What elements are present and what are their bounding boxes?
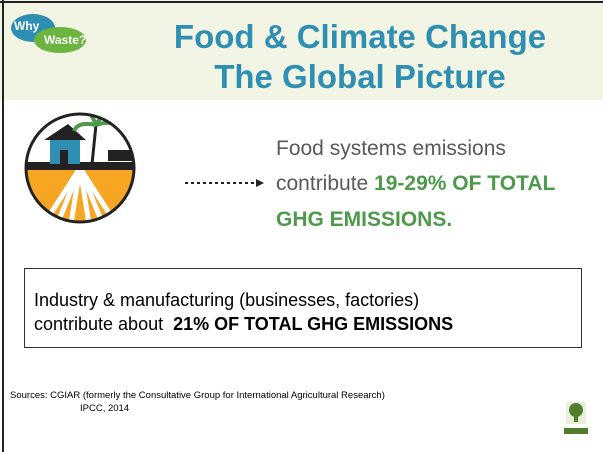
box-highlight: 21% OF TOTAL GHG EMISSIONS: [173, 314, 453, 334]
statement-line: Food systems emissions: [276, 137, 506, 161]
source-line: Sources: CGIAR (formerly the Consultativ…: [10, 389, 385, 402]
statement-text: contribute: [276, 172, 368, 195]
box-text: contribute about: [34, 314, 163, 334]
box-line: Industry & manufacturing (businesses, fa…: [34, 288, 572, 312]
info-box: Industry & manufacturing (businesses, fa…: [24, 268, 582, 348]
arrow-head: [256, 179, 264, 187]
tree-logo: [564, 402, 588, 434]
logo-text: Why: [14, 19, 39, 33]
title: Food & Climate Change: [130, 18, 590, 56]
food-icon: [20, 107, 140, 230]
logo-text: Waste?: [44, 33, 86, 47]
statement-line: contribute 19-29% OF TOTAL: [276, 172, 555, 196]
slide: Why Waste? Food & Climate Change The Glo…: [0, 0, 603, 452]
source-line: IPCC, 2014: [10, 402, 385, 415]
box-line: contribute about 21% OF TOTAL GHG EMISSI…: [34, 312, 572, 336]
sources: Sources: CGIAR (formerly the Consultativ…: [10, 389, 385, 415]
title: The Global Picture: [130, 58, 590, 96]
statement-highlight: GHG EMISSIONS.: [276, 208, 452, 232]
statement-highlight: 19-29% OF TOTAL: [374, 172, 555, 195]
